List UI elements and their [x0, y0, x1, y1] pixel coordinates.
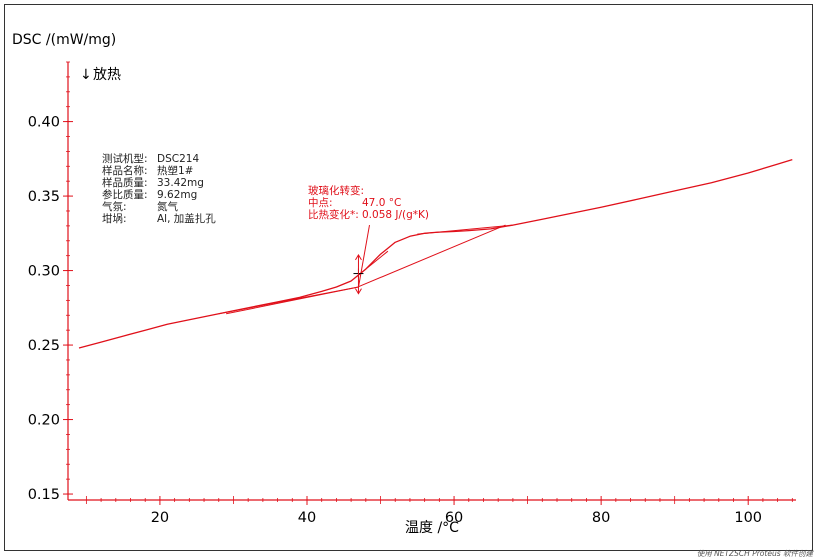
y-tick-label: 0.40 — [28, 115, 60, 131]
info-label: 参比质量: — [102, 188, 148, 201]
step-arrow-up-icon — [355, 253, 362, 261]
info-value: 氮气 — [157, 200, 178, 213]
midpoint-marker — [353, 253, 364, 295]
software-footer: 使用 NETZSCH Proteus 软件创建 — [697, 549, 815, 558]
annotation-label: 比热变化*: — [308, 208, 359, 221]
info-value: DSC214 — [157, 153, 199, 165]
info-value: 9.62mg — [157, 189, 197, 201]
dsc-curve-line — [78, 158, 793, 349]
y-tick-label: 0.35 — [28, 189, 60, 205]
annotation-value: 47.0 °C — [362, 197, 401, 209]
y-tick-label: 0.20 — [28, 413, 60, 429]
step-arrow-down-icon — [355, 288, 362, 295]
series-layer — [78, 158, 793, 349]
x-tick-label: 100 — [734, 510, 762, 526]
x-tick-label: 60 — [445, 510, 463, 526]
sample-info-block: 测试机型: DSC214 样品名称: 热塑1# 样品质量: 33.42mg 参比质量: 9.6… — [102, 152, 216, 225]
tangent-line — [358, 225, 370, 288]
exo-indicator: ↓ 放热 — [80, 67, 121, 83]
y-tick-label: 0.30 — [28, 264, 60, 280]
tangent-line — [226, 286, 359, 315]
info-value: 33.42mg — [157, 177, 204, 189]
info-value: Al, 加盖扎孔 — [157, 212, 216, 225]
axes — [67, 62, 796, 501]
info-label: 样品名称: — [102, 164, 148, 177]
x-tick-label: 80 — [592, 510, 610, 526]
x-tick-label: 20 — [151, 510, 169, 526]
x-tick-label: 40 — [298, 510, 316, 526]
info-label: 坩埚: — [102, 212, 127, 225]
annotation-label: 玻璃化转变: — [308, 184, 364, 197]
chart-frame — [4, 4, 813, 551]
y-axis-title: DSC /(mW/mg) — [12, 32, 116, 48]
x-axis-ticks: 20 40 60 80 100 — [85, 496, 793, 526]
annotation-value: 0.058 J/(g*K) — [362, 209, 429, 221]
info-label: 样品质量: — [102, 176, 148, 189]
x-axis-title: 温度 /°C — [405, 520, 459, 536]
y-tick-label: 0.25 — [28, 338, 60, 354]
info-value: 热塑1# — [157, 164, 193, 177]
tangent-line — [358, 224, 506, 288]
y-axis-ticks: 0.40 0.35 0.30 0.25 0.20 0.15 — [28, 61, 73, 503]
exo-label: 放热 — [93, 67, 121, 83]
info-label: 测试机型: — [102, 152, 148, 165]
y-tick-label: 0.15 — [28, 487, 60, 503]
annotation-label: 中点: — [308, 196, 333, 209]
info-label: 气氛: — [102, 200, 127, 213]
exo-arrow-icon: ↓ — [80, 67, 92, 83]
